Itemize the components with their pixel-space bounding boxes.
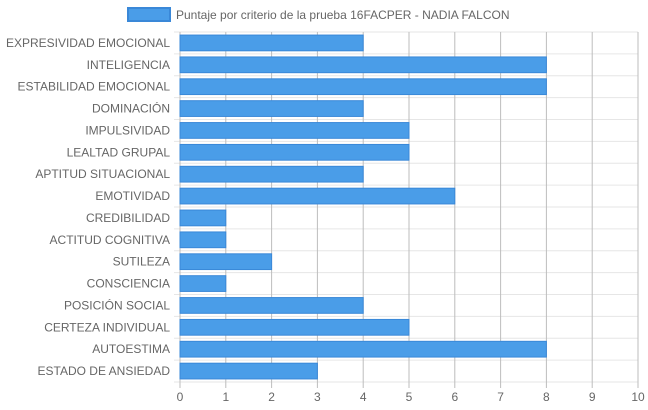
- bar[interactable]: [179, 187, 456, 205]
- category-label: POSICIÓN SOCIAL: [64, 297, 170, 312]
- bar[interactable]: [179, 143, 410, 161]
- x-tick-label: 10: [631, 390, 645, 404]
- category-label: ACTITUD COGNITIVA: [50, 233, 170, 247]
- bar[interactable]: [179, 275, 227, 292]
- bar[interactable]: [179, 253, 273, 271]
- bar[interactable]: [179, 122, 410, 139]
- x-tick-label: 8: [543, 390, 550, 404]
- legend-swatch: [127, 7, 171, 22]
- category-labels: EXPRESIVIDAD EMOCIONAL INTELIGENCIA ESTABI…: [6, 36, 170, 378]
- category-label: CREDIBILIDAD: [86, 211, 170, 225]
- bar[interactable]: [179, 297, 364, 314]
- category-label: CONSCIENCIA: [87, 277, 170, 291]
- category-label: IMPULSIVIDAD: [85, 123, 170, 137]
- x-tick-label: 5: [406, 390, 413, 404]
- category-label: CERTEZA INDIVIDUAL: [44, 320, 170, 334]
- x-tick-label: 1: [222, 390, 229, 404]
- category-label: EMOTIVIDAD: [95, 189, 170, 203]
- bar[interactable]: [179, 209, 227, 227]
- x-tick-label: 7: [497, 390, 504, 404]
- bar[interactable]: [179, 362, 318, 380]
- category-label: SUTILEZA: [113, 255, 170, 269]
- x-tick-label: 3: [314, 390, 321, 404]
- x-tick-label: 6: [451, 390, 458, 404]
- bar[interactable]: [179, 165, 364, 183]
- bar[interactable]: [179, 340, 547, 358]
- category-label: INTELIGENCIA: [87, 58, 170, 72]
- x-tick-label: 9: [589, 390, 596, 404]
- category-label: APTITUD SITUACIONAL: [35, 167, 170, 181]
- category-label: ESTADO DE ANSIEDAD: [38, 364, 171, 378]
- bars: [179, 34, 547, 380]
- x-tick-labels: 0 1 2 3 4 5 6 7 8 9 10: [177, 390, 645, 404]
- bar[interactable]: [179, 34, 364, 52]
- legend[interactable]: Puntaje por criterio de la prueba 16FACP…: [127, 7, 510, 22]
- bar[interactable]: [179, 78, 547, 96]
- category-label: AUTOESTIMA: [92, 342, 170, 356]
- bar[interactable]: [179, 100, 364, 117]
- category-label: LEALTAD GRUPAL: [67, 145, 171, 159]
- x-tick-label: 2: [268, 390, 275, 404]
- legend-label: Puntaje por criterio de la prueba 16FACP…: [176, 8, 510, 22]
- x-tick-label: 4: [360, 390, 367, 404]
- category-label: DOMINACIÓN: [92, 101, 170, 116]
- bar[interactable]: [179, 56, 547, 74]
- x-tick-label: 0: [177, 390, 184, 404]
- bar[interactable]: [179, 318, 410, 336]
- bar[interactable]: [179, 231, 227, 249]
- category-label: EXPRESIVIDAD EMOCIONAL: [6, 36, 170, 50]
- category-label: ESTABILIDAD EMOCIONAL: [18, 80, 171, 94]
